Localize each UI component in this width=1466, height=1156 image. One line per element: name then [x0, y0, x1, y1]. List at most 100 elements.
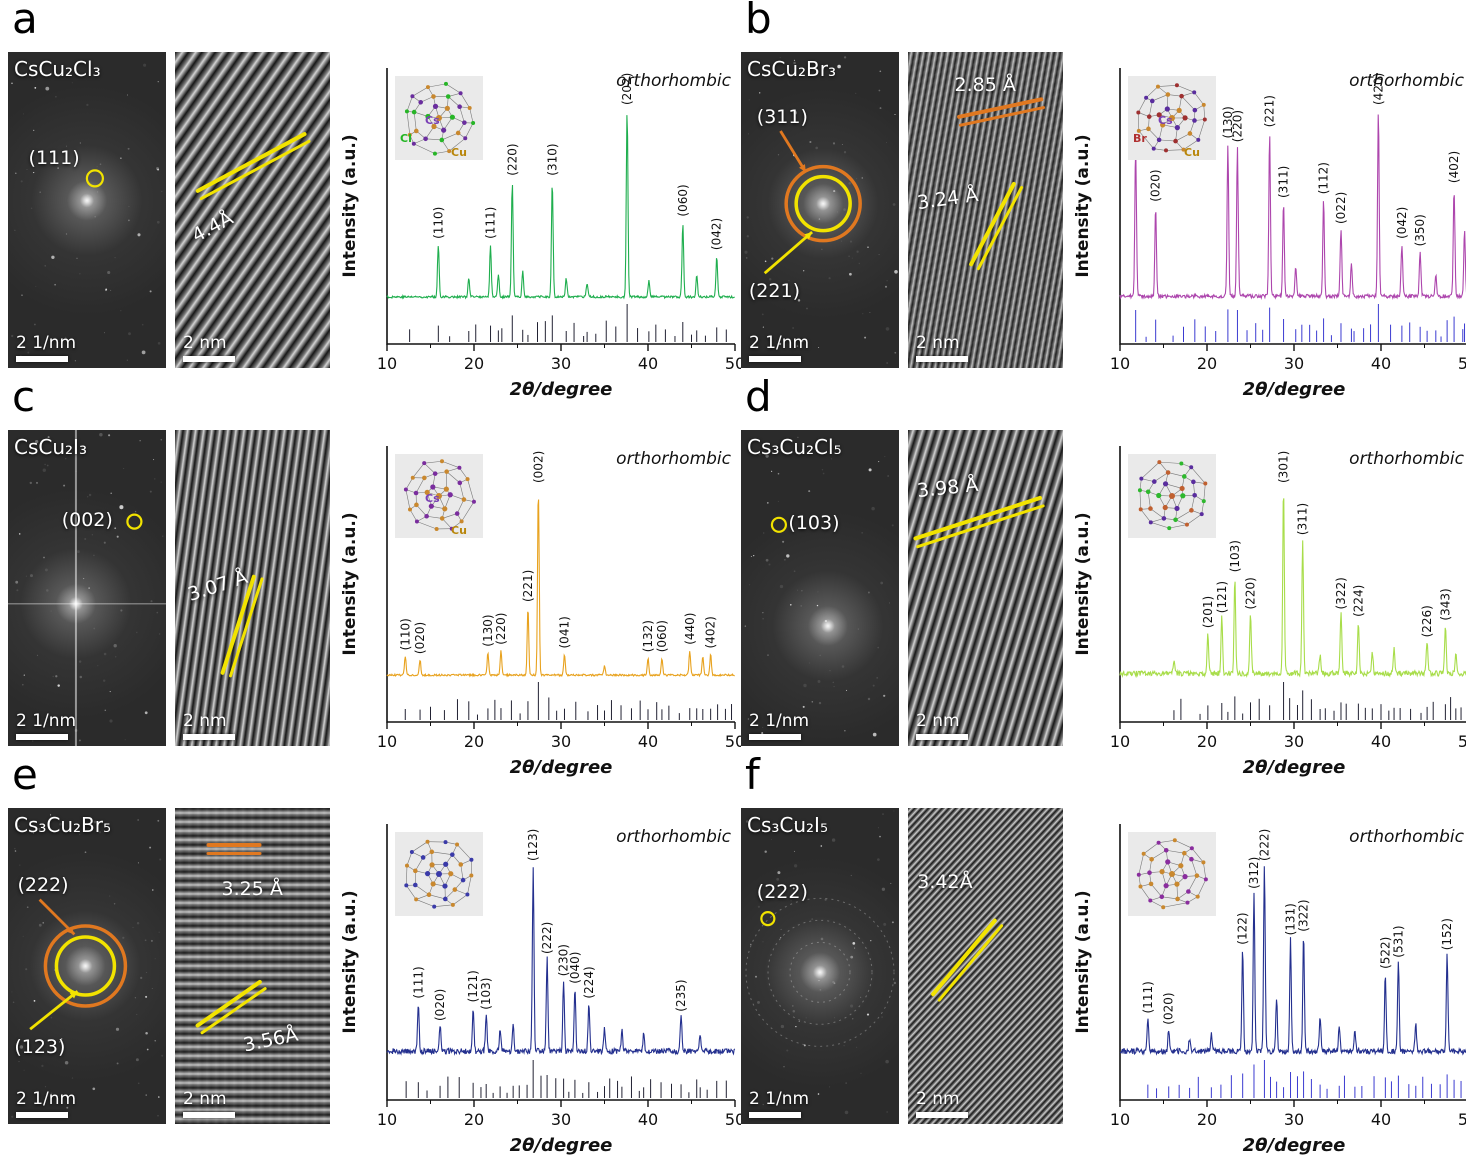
fft-speckle: [18, 1061, 19, 1062]
inset-atom: [1192, 118, 1197, 123]
inset-atom: [1182, 874, 1187, 879]
inset-atom: [1137, 873, 1141, 877]
hrtem-scale-bar: 2 nm: [916, 711, 968, 740]
fft-spot-circle: [761, 912, 774, 925]
inset-atom: [1189, 465, 1193, 469]
fft-speckle: [871, 507, 875, 511]
peak-label: (060): [676, 184, 690, 216]
inset-atom: [425, 871, 430, 876]
fft-speckle: [136, 632, 137, 633]
fft-speckle: [135, 511, 136, 512]
fft-speckle: [151, 940, 153, 942]
peak-label: (020): [413, 622, 427, 654]
fft-speckle: [137, 922, 139, 924]
inset-atom: [412, 110, 417, 115]
fft-speckle: [150, 290, 152, 292]
fft-speckle: [822, 469, 823, 470]
inset-atom: [469, 858, 473, 862]
fft-speckle: [15, 172, 17, 174]
fft-speckle: [122, 937, 124, 939]
x-tick-label: 20: [1197, 732, 1217, 751]
inset-atom-label: Cu: [451, 146, 467, 159]
fft-speckle: [140, 440, 141, 441]
panel-e: e Cs₃Cu₂Br₅ 2 1/nm (222)(123) 2 nm 3.25 …: [0, 756, 733, 1135]
fft-speckle: [850, 956, 853, 959]
inset-atom: [1157, 841, 1161, 845]
fft-scale-label: 2 1/nm: [749, 711, 809, 731]
inset-atom: [1195, 873, 1200, 878]
inset-atom: [404, 883, 408, 887]
inset-atom: [1178, 863, 1183, 868]
fft-speckle: [51, 256, 54, 259]
fft-speckle: [886, 142, 887, 143]
peak-label: (221): [521, 570, 535, 602]
fft-speckle: [87, 496, 88, 497]
inset-atom: [462, 497, 467, 502]
fft-speckle: [109, 896, 110, 897]
fft-plane-label: (311): [757, 106, 808, 128]
fft-speckle: [54, 284, 56, 286]
inset-atom: [1156, 85, 1160, 89]
fft-speckle: [855, 93, 856, 94]
inset-atom: [410, 94, 414, 98]
fft-scale-bar: 2 1/nm: [16, 333, 76, 362]
inset-atom: [1138, 488, 1142, 492]
fft-speckle: [849, 273, 852, 276]
fft-speckle: [13, 1002, 15, 1004]
fft-speckle: [157, 1115, 159, 1117]
fft-speckle: [72, 1077, 73, 1078]
x-tick-label: 10: [377, 732, 397, 751]
inset-atom: [1179, 94, 1184, 99]
fft-speckle: [119, 505, 123, 509]
fft-speckle: [762, 612, 763, 613]
inset-atom: [472, 500, 476, 504]
peak-label: (531): [1391, 925, 1405, 957]
inset-atom: [1142, 852, 1146, 856]
fft-speckle: [786, 554, 789, 557]
crystal-system-label: orthorhombic: [616, 827, 731, 847]
peak-label: (041): [558, 616, 572, 648]
fft-speckle: [79, 660, 81, 662]
peak-label: (201): [1201, 596, 1215, 628]
inset-atom: [1189, 508, 1194, 513]
inset-atom: [1165, 106, 1170, 111]
fft-speckle: [24, 674, 25, 675]
fft-scale-bar: 2 1/nm: [16, 1089, 76, 1118]
fft-speckle: [145, 711, 148, 714]
inset-atom: [1148, 898, 1152, 902]
fft-speckle: [22, 684, 24, 686]
fft-speckle: [852, 942, 855, 945]
inset-atom: [431, 881, 436, 886]
inset-atom: [414, 897, 418, 901]
fft-speckle: [26, 169, 27, 170]
fft-speckle: [749, 584, 750, 585]
inset-atom: [1204, 877, 1208, 881]
fft-speckle: [889, 602, 890, 603]
peak-label: (020): [433, 989, 447, 1021]
fft-speckle: [844, 56, 846, 58]
inset-atom: [1139, 507, 1143, 511]
fft-speckle: [36, 482, 38, 484]
fft-overlay: [8, 52, 166, 368]
fft-speckle: [800, 605, 802, 607]
inset-atom: [463, 136, 467, 140]
fft-speckle: [887, 475, 888, 476]
inset-atom: [429, 850, 434, 855]
marker-line: [930, 918, 997, 997]
panel-letter: e: [12, 750, 38, 799]
fft-speckle: [83, 578, 84, 579]
fft-speckle: [87, 195, 88, 196]
fft-speckle: [35, 286, 36, 287]
fft-speckle: [34, 1000, 36, 1002]
fft-speckle: [867, 1014, 869, 1016]
fft-speckle: [142, 324, 144, 326]
fft-speckle: [879, 90, 881, 92]
fft-speckle: [105, 710, 106, 711]
inset-atom: [1190, 846, 1194, 850]
fft-speckle: [771, 258, 773, 260]
